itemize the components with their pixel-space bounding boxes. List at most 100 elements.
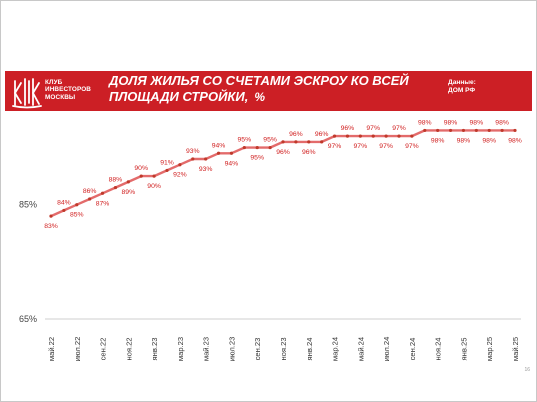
x-tick-label: янв.25 [459, 338, 468, 361]
data-point [281, 140, 285, 144]
x-tick-label: май.23 [202, 337, 211, 361]
data-point [100, 191, 105, 195]
data-point [410, 134, 414, 138]
x-tick-label: янв.24 [305, 338, 314, 361]
data-label: 96% [341, 125, 355, 132]
data-label: 96% [302, 149, 316, 156]
data-point [294, 140, 298, 144]
data-point [229, 151, 234, 155]
data-source-value: ДОМ РФ [448, 87, 476, 95]
logo-text: КЛУБ ИНВЕСТОРОВ МОСКВЫ [45, 79, 107, 101]
data-label: 97% [405, 143, 419, 150]
data-point [204, 157, 208, 161]
data-point [268, 145, 272, 150]
data-label: 98% [482, 137, 496, 144]
data-label: 97% [366, 125, 380, 132]
data-label: 97% [379, 143, 393, 150]
x-tick-label: июл.24 [382, 337, 391, 362]
data-label: 98% [418, 119, 432, 126]
club-logo: КЛУБ ИНВЕСТОРОВ МОСКВЫ [11, 73, 107, 109]
chart-title: ДОЛЯ ЖИЛЬЯ СО СЧЕТАМИ ЭСКРОУ КО ВСЕЙ ПЛО… [109, 73, 439, 105]
y-tick-label: 85% [19, 200, 37, 210]
data-label: 98% [470, 119, 484, 126]
data-point [255, 145, 259, 150]
data-label: 94% [225, 160, 239, 167]
data-point [397, 134, 401, 138]
data-label: 90% [147, 183, 161, 190]
data-label: 86% [83, 188, 97, 195]
data-label: 95% [263, 137, 277, 144]
x-tick-label: май.24 [356, 337, 365, 361]
data-point [371, 134, 375, 138]
data-point [513, 128, 517, 133]
data-label: 98% [444, 119, 458, 126]
chart-title-line-1: ДОЛЯ ЖИЛЬЯ СО СЧЕТАМИ ЭСКРОУ КО ВСЕЙ [109, 73, 409, 88]
x-tick-label: сен.22 [99, 338, 108, 361]
data-label: 89% [122, 189, 136, 196]
data-label: 98% [431, 137, 445, 144]
data-point [113, 185, 118, 190]
data-point [423, 128, 427, 133]
data-label: 98% [508, 137, 522, 144]
data-point [474, 128, 478, 133]
data-point [216, 151, 221, 155]
data-label: 97% [354, 143, 368, 150]
data-label: 85% [70, 212, 84, 219]
page-number: 16 [524, 367, 530, 373]
data-point [345, 134, 350, 138]
data-label: 98% [457, 137, 471, 144]
x-tick-label: май.25 [511, 337, 520, 361]
data-label: 90% [134, 165, 148, 172]
y-tick-label: 65% [19, 314, 37, 324]
data-label: 93% [199, 166, 213, 173]
x-tick-label: ноя.23 [279, 337, 288, 360]
data-point [320, 140, 324, 144]
data-label: 87% [96, 200, 110, 207]
data-point [500, 128, 504, 133]
data-point [152, 174, 156, 178]
data-point [178, 163, 182, 167]
logo-line-1: КЛУБ [45, 79, 63, 86]
data-label: 96% [289, 131, 303, 138]
data-point [191, 157, 195, 161]
data-point [88, 197, 92, 201]
data-point [487, 128, 491, 133]
data-label: 83% [44, 223, 58, 230]
logo-line-3: МОСКВЫ [45, 93, 76, 101]
title-banner: КЛУБ ИНВЕСТОРОВ МОСКВЫ ДОЛЯ ЖИЛЬЯ СО СЧЕ… [5, 71, 532, 111]
x-tick-label: мар.23 [176, 337, 185, 361]
data-label: 88% [109, 177, 123, 184]
data-point [62, 208, 66, 213]
x-tick-label: сен.24 [408, 338, 417, 361]
data-point [75, 203, 79, 207]
data-label: 95% [250, 155, 264, 162]
data-label: 92% [173, 172, 187, 179]
data-source-label: Данные: [448, 79, 476, 86]
data-label: 97% [328, 143, 342, 150]
logo-emblem-icon [12, 78, 42, 109]
data-label: 98% [495, 119, 509, 126]
data-label: 91% [160, 159, 174, 166]
data-label: 96% [276, 149, 290, 156]
data-point [139, 174, 143, 178]
x-tick-label: сен.23 [253, 338, 262, 361]
data-point [384, 134, 388, 138]
data-point [448, 128, 453, 133]
data-source: Данные: ДОМ РФ [448, 79, 518, 96]
data-point [49, 214, 53, 218]
chart-title-line-2: ПЛОЩАДИ СТРОЙКИ, [109, 89, 249, 104]
data-label: 94% [212, 142, 226, 149]
data-point [358, 134, 362, 138]
data-label: 97% [392, 125, 406, 132]
logo-line-2: ИНВЕСТОРОВ [45, 86, 92, 94]
x-tick-label: янв.23 [150, 338, 159, 361]
data-point [126, 180, 130, 184]
data-point [461, 128, 466, 133]
data-label: 96% [315, 131, 329, 138]
x-tick-label: ноя.22 [124, 337, 133, 360]
x-tick-label: июл.23 [227, 337, 236, 362]
data-label: 95% [238, 137, 252, 144]
data-label: 93% [186, 148, 200, 155]
